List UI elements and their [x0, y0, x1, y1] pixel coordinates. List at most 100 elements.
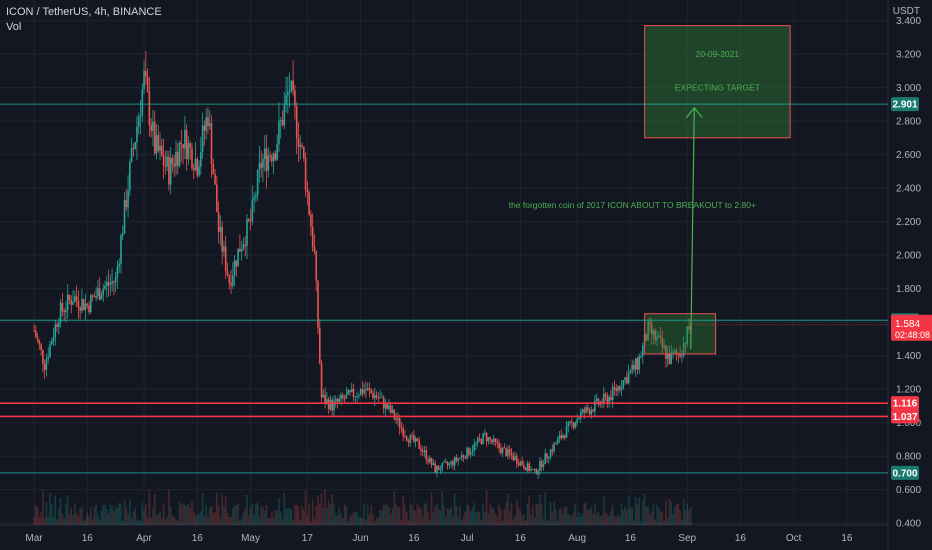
- volume-bar: [317, 495, 319, 525]
- candle-body: [132, 147, 135, 149]
- volume-bar: [77, 516, 80, 525]
- volume-bar: [363, 503, 365, 525]
- volume-bar: [136, 519, 138, 525]
- candle-body: [427, 459, 429, 462]
- bar-countdown-label: 02:48:08: [895, 330, 930, 340]
- candle-body: [551, 449, 554, 452]
- volume-bar: [558, 508, 561, 525]
- y-tick-label: 0.800: [896, 452, 921, 463]
- candle-body: [526, 463, 529, 471]
- candle-body: [501, 447, 504, 454]
- volume-bar: [491, 507, 493, 525]
- candle-body: [256, 169, 259, 196]
- volume-bar: [228, 516, 231, 525]
- volume-bar: [668, 498, 671, 525]
- volume-bar: [91, 519, 94, 525]
- candle-body: [102, 288, 105, 296]
- volume-bar: [581, 513, 584, 525]
- x-tick-label: 16: [408, 533, 420, 544]
- x-tick-label: Sep: [678, 533, 696, 544]
- candle-body: [441, 463, 444, 470]
- candle-body: [613, 386, 616, 389]
- volume-bar: [143, 509, 145, 525]
- volume-bar: [278, 497, 280, 525]
- volume-bar: [523, 514, 525, 525]
- candle-body: [116, 266, 119, 277]
- volume-bar: [34, 505, 37, 525]
- candle-body: [342, 394, 344, 398]
- level-price-badge: [891, 409, 919, 424]
- volume-bar: [82, 520, 85, 525]
- candle-body: [175, 151, 177, 167]
- candle-body: [395, 418, 397, 420]
- volume-bar: [320, 493, 323, 525]
- volume-bar: [233, 505, 236, 525]
- candle-body: [308, 192, 310, 215]
- volume-bar: [430, 492, 433, 525]
- volume-bar: [446, 508, 449, 525]
- candle-body: [384, 402, 387, 409]
- volume-bar: [97, 514, 99, 525]
- candle-body: [631, 364, 633, 371]
- candle-body: [588, 410, 591, 415]
- volume-bar: [569, 515, 571, 525]
- volume-bar: [198, 513, 200, 525]
- candle-body: [512, 455, 515, 460]
- candle-body: [372, 392, 374, 399]
- candle-body: [434, 463, 436, 473]
- candle-body: [95, 295, 97, 298]
- volume-bar: [572, 511, 575, 525]
- candle-body: [496, 441, 499, 444]
- volume-bar: [457, 516, 460, 525]
- candle-body: [572, 422, 575, 428]
- candle-body: [565, 426, 568, 438]
- candle-body: [491, 439, 493, 443]
- candle-body: [189, 143, 191, 148]
- volume-bar: [343, 504, 346, 525]
- candle-body: [381, 397, 383, 399]
- candle-body: [287, 92, 289, 95]
- idea-annotation: the forgotten coin of 2017 ICON ABOUT TO…: [509, 200, 756, 210]
- volume-bar: [583, 503, 586, 525]
- candle-body: [617, 386, 619, 391]
- candle-body: [42, 349, 44, 364]
- volume-bar: [95, 504, 97, 525]
- volume-bar: [354, 512, 357, 525]
- volume-bar: [414, 510, 417, 525]
- candle-body: [358, 395, 360, 397]
- volume-bar: [602, 496, 605, 525]
- volume-bar: [166, 516, 168, 525]
- volume-bar: [210, 505, 213, 525]
- candle-body: [54, 324, 57, 338]
- volume-bar: [74, 503, 76, 525]
- volume-bar: [659, 511, 662, 525]
- candle-body: [148, 91, 151, 125]
- candle-body: [464, 457, 467, 459]
- candle-body: [253, 197, 255, 200]
- candle-body: [200, 152, 202, 167]
- candle-body: [531, 469, 534, 471]
- candle-body: [649, 321, 651, 325]
- volume-bar: [146, 517, 149, 525]
- candle-body: [255, 195, 257, 198]
- volume-bar: [324, 489, 326, 525]
- volume-bar: [217, 505, 220, 525]
- candle-body: [416, 438, 419, 442]
- volume-bar: [327, 500, 330, 525]
- breakout-box: [644, 313, 717, 355]
- candle-body: [271, 156, 273, 162]
- candle-body: [196, 158, 199, 176]
- candle-body: [368, 388, 371, 390]
- volume-bar: [613, 516, 616, 525]
- candle-body: [469, 452, 472, 455]
- candle-body: [524, 467, 527, 471]
- volume-bar: [374, 520, 376, 525]
- volume-bar: [345, 506, 348, 525]
- candle-body: [476, 438, 479, 443]
- volume-bar: [476, 510, 479, 525]
- volume-bar: [606, 514, 609, 525]
- candle-body: [544, 453, 546, 465]
- candle-body: [579, 412, 582, 419]
- volume-bar: [127, 513, 129, 525]
